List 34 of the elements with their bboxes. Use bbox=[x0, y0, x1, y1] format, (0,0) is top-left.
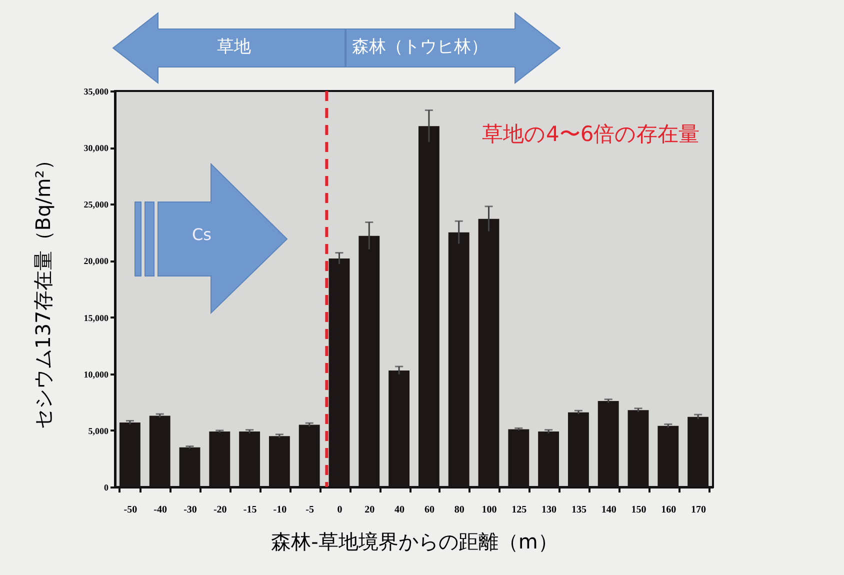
y-tick-label: 15,000 bbox=[84, 312, 109, 323]
x-tick-label: 80 bbox=[454, 504, 464, 516]
y-tick-label: 0 bbox=[104, 482, 109, 492]
x-tick-label: -5 bbox=[306, 504, 314, 516]
x-tick-label: -40 bbox=[154, 504, 168, 516]
y-tick-label: 25,000 bbox=[84, 200, 109, 210]
y-tick-label: 35,000 bbox=[84, 86, 109, 96]
x-tick-label: 160 bbox=[661, 504, 676, 516]
x-tick-label: 140 bbox=[601, 504, 616, 516]
x-tick-label: 20 bbox=[364, 504, 375, 516]
x-tick-label: 170 bbox=[691, 504, 706, 516]
x-axis-title: 森林-草地境界からの距離（m） bbox=[271, 530, 558, 554]
y-tick-label: 30,000 bbox=[84, 143, 109, 154]
x-tick-label: 0 bbox=[337, 504, 342, 516]
x-tick-label: -10 bbox=[273, 504, 287, 516]
y-axis-title: セシウム137存在量（Bq/m²） bbox=[30, 150, 55, 429]
x-tick-label: 135 bbox=[571, 504, 586, 516]
y-tick-label: 10,000 bbox=[84, 369, 109, 380]
text: 草地 bbox=[217, 36, 251, 58]
x-tick-label: -30 bbox=[184, 504, 197, 516]
x-tick-label: 60 bbox=[424, 504, 434, 516]
x-tick-label: -50 bbox=[124, 504, 138, 516]
text: 森林（トウヒ林） bbox=[352, 36, 488, 58]
x-tick-label: 130 bbox=[542, 504, 557, 516]
x-tick-label: 100 bbox=[482, 504, 497, 516]
annotation: Cs bbox=[192, 225, 212, 244]
x-tick-label: -20 bbox=[213, 504, 227, 516]
x-tick-label: 40 bbox=[394, 504, 405, 516]
y-tick-label: 20,000 bbox=[84, 256, 109, 266]
y-tick-label: 5,000 bbox=[88, 426, 109, 436]
x-tick-label: 125 bbox=[512, 504, 527, 516]
x-tick-label: 150 bbox=[631, 504, 646, 516]
x-tick-label: -15 bbox=[243, 504, 257, 516]
annotation: 草地の4〜6倍の存在量 bbox=[482, 121, 700, 148]
